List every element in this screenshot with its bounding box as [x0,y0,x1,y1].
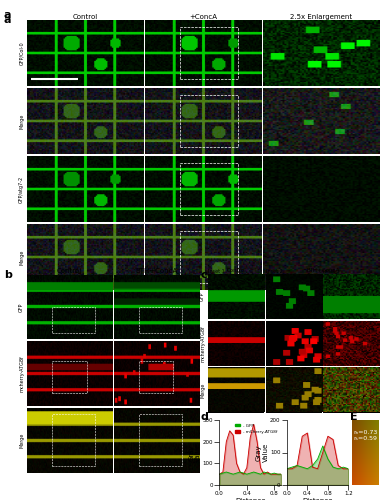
Bar [180,26,238,79]
Bar [180,231,238,283]
Y-axis label: GFP: GFP [19,302,24,312]
Text: a: a [4,10,11,20]
Bar [52,414,95,466]
Bar [139,414,182,466]
Title: +ConcA: +ConcA [189,14,217,20]
Text: Inset 2: Inset 2 [266,268,283,274]
Text: Inset 3: Inset 3 [323,268,340,274]
Y-axis label: GFP/atg7-2: GFP/atg7-2 [19,176,24,203]
Bar [139,360,173,393]
Text: Control: Control [227,268,247,273]
Legend: - GFP, - mCherry-ATG8f: - GFP, - mCherry-ATG8f [234,422,279,436]
Text: BTH+ConcA: BTH+ConcA [307,268,340,273]
Title: 2.5x Enlargement: 2.5x Enlargement [290,14,352,20]
Text: d: d [200,412,208,422]
Y-axis label: Merge: Merge [19,250,24,265]
Y-axis label: GFP: GFP [200,292,205,302]
Text: c: c [200,270,207,280]
Bar [52,307,95,332]
Y-axis label: mcherry-ATG8f: mcherry-ATG8f [200,325,205,362]
Y-axis label: Gray
Value: Gray Value [188,443,201,462]
Bar [52,360,87,393]
Text: E: E [350,412,358,422]
Y-axis label: mcherry-ATG8f: mcherry-ATG8f [19,355,24,392]
X-axis label: Distance: Distance [235,498,266,500]
Title: BTH+ConcA: BTH+ConcA [135,268,177,274]
Bar [180,163,238,216]
Title: Control: Control [57,268,82,274]
Bar [180,94,238,147]
Title: Control: Control [72,14,98,20]
Text: a: a [4,15,11,25]
Y-axis label: Merge: Merge [19,432,24,448]
Y-axis label: Merge: Merge [19,114,24,128]
Text: Inset 1: Inset 1 [208,268,225,274]
Y-axis label: Gray
Value: Gray Value [256,443,269,462]
Text: b: b [4,270,12,280]
Text: rₙ=0.73
rₛ=0.59: rₙ=0.73 rₛ=0.59 [354,430,378,442]
Bar [139,307,182,332]
X-axis label: Distance: Distance [302,498,333,500]
Y-axis label: Merge: Merge [200,382,205,398]
Y-axis label: GFP/Col-0: GFP/Col-0 [19,41,24,64]
